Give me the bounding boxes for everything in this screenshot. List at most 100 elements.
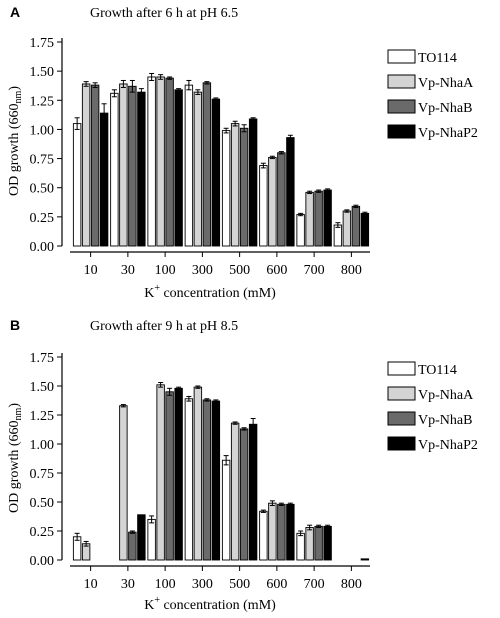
bar-vp-nhap2-800	[360, 558, 370, 561]
y-ticks: 0.00 0.25 0.50 0.75 1.00 1.25 1.50 1.75	[30, 351, 62, 569]
y-tick-label: 1.75	[30, 351, 55, 366]
bar-vp-nhaa-30	[119, 83, 128, 247]
bar-vp-nhap2-100	[174, 387, 183, 561]
legend: TO114 Vp-NhaA Vp-NhaB Vp-NhaP2	[387, 361, 478, 453]
bar-vp-nhaa-100	[156, 384, 165, 561]
bar-vp-nhap2-30	[137, 91, 146, 247]
chart-panel-a: A Growth after 6 h at pH 6.5 OD growth (…	[7, 4, 478, 301]
bar-vp-nhab-600	[277, 503, 286, 561]
y-ticks: 0.00 0.25 0.50 0.75 1.00 1.25 1.50 1.75	[30, 36, 62, 255]
legend-label: Vp-NhaA	[418, 76, 474, 91]
bar-vp-nhaa-300	[193, 91, 203, 247]
bar-to114-30	[110, 92, 119, 247]
bar-vp-nhaa-800	[342, 210, 352, 247]
bar-vp-nhaa-600	[268, 502, 277, 561]
x-tick-label: 30	[121, 577, 135, 592]
x-axis-label: K+ concentration (mM)	[144, 283, 276, 301]
chart-title: Growth after 6 h at pH 6.5	[90, 6, 238, 21]
bar-vp-nhap2-800	[360, 212, 370, 247]
y-tick-label: 1.25	[30, 94, 55, 109]
x-tick-label: 600	[266, 577, 287, 592]
y-tick-label: 0.00	[30, 554, 55, 569]
x-tick-label: 500	[229, 577, 250, 592]
x-tick-label: 600	[266, 263, 287, 278]
chart-title: Growth after 9 h at pH 8.5	[90, 319, 238, 334]
bar-vp-nhap2-500	[248, 423, 258, 561]
bar-vp-nhab-30	[128, 85, 137, 247]
bar-to114-500	[221, 130, 231, 247]
x-tick-label: 10	[84, 577, 98, 592]
legend-swatch	[387, 386, 416, 401]
y-tick-label: 1.25	[30, 409, 55, 424]
bar-to114-10	[72, 123, 82, 247]
bar-vp-nhab-600	[277, 152, 286, 247]
y-tick-label: 0.25	[30, 525, 55, 540]
axes	[61, 353, 370, 567]
panel-letter: B	[10, 317, 20, 333]
x-tick-label: 100	[155, 577, 176, 592]
bar-vp-nhaa-500	[230, 123, 240, 247]
bar-vp-nhap2-300	[211, 98, 221, 247]
x-ticks: 10 30 100 300 500 600 700 800	[84, 566, 362, 592]
x-tick-label: 300	[192, 577, 213, 592]
bar-to114-700	[296, 214, 305, 247]
x-tick-label: 800	[341, 263, 362, 278]
bar-vp-nhaa-10	[81, 83, 91, 247]
bar-to114-800	[333, 224, 343, 247]
legend-swatch	[387, 74, 416, 89]
bar-vp-nhab-700	[314, 190, 323, 247]
bar-vp-nhab-300	[202, 82, 212, 247]
legend-swatch	[387, 411, 416, 426]
x-tick-label: 100	[155, 263, 176, 278]
y-tick-label: 1.50	[30, 65, 55, 80]
bar-vp-nhaa-600	[268, 156, 277, 247]
legend-swatch	[387, 99, 416, 114]
x-tick-label: 700	[304, 577, 325, 592]
bar-to114-100	[147, 76, 156, 247]
x-tick-label: 10	[84, 263, 98, 278]
bar-vp-nhab-500	[239, 428, 249, 561]
chart-panel-b: B Growth after 9 h at pH 8.5 OD growth (…	[7, 317, 478, 613]
legend-swatch	[387, 124, 416, 139]
legend: TO114 Vp-NhaA Vp-NhaB Vp-NhaP2	[387, 49, 478, 141]
bar-to114-500	[221, 459, 231, 561]
bar-vp-nhaa-700	[305, 527, 314, 561]
x-tick-label: 500	[229, 263, 250, 278]
legend-swatch	[387, 436, 416, 451]
bar-vp-nhap2-500	[248, 118, 258, 247]
bar-to114-600	[259, 510, 268, 561]
bar-to114-600	[259, 165, 268, 247]
bar-vp-nhaa-30	[119, 405, 128, 561]
y-tick-label: 0.25	[30, 211, 55, 226]
y-tick-label: 0.50	[30, 496, 55, 511]
bar-vp-nhap2-30	[137, 514, 146, 561]
bar-vp-nhap2-10	[99, 112, 109, 247]
y-tick-label: 0.75	[30, 153, 55, 168]
bar-vp-nhaa-100	[156, 76, 165, 247]
y-tick-label: 0.75	[30, 467, 55, 482]
axes	[61, 38, 370, 253]
bar-vp-nhaa-300	[193, 386, 203, 561]
bar-vp-nhab-10	[90, 84, 100, 247]
bar-vp-nhap2-100	[174, 89, 183, 247]
bar-vp-nhab-500	[239, 127, 249, 247]
bars	[72, 382, 370, 561]
x-tick-label: 300	[192, 263, 213, 278]
bar-vp-nhap2-600	[286, 503, 295, 561]
bar-to114-300	[184, 84, 194, 247]
y-tick-label: 1.50	[30, 380, 55, 395]
legend-label: Vp-NhaP2	[418, 126, 478, 141]
bar-vp-nhaa-700	[305, 191, 314, 247]
bar-vp-nhaa-500	[230, 422, 240, 561]
x-tick-label: 800	[341, 577, 362, 592]
x-tick-label: 30	[121, 263, 135, 278]
bar-to114-700	[296, 532, 305, 561]
legend-swatch	[387, 361, 416, 376]
panel-letter: A	[10, 4, 20, 20]
legend-label: TO114	[418, 363, 457, 378]
legend-label: Vp-NhaB	[418, 101, 472, 116]
bar-vp-nhap2-300	[211, 400, 221, 561]
y-axis-label: OD growth (660nm)	[7, 86, 24, 196]
bar-vp-nhab-800	[351, 205, 361, 247]
